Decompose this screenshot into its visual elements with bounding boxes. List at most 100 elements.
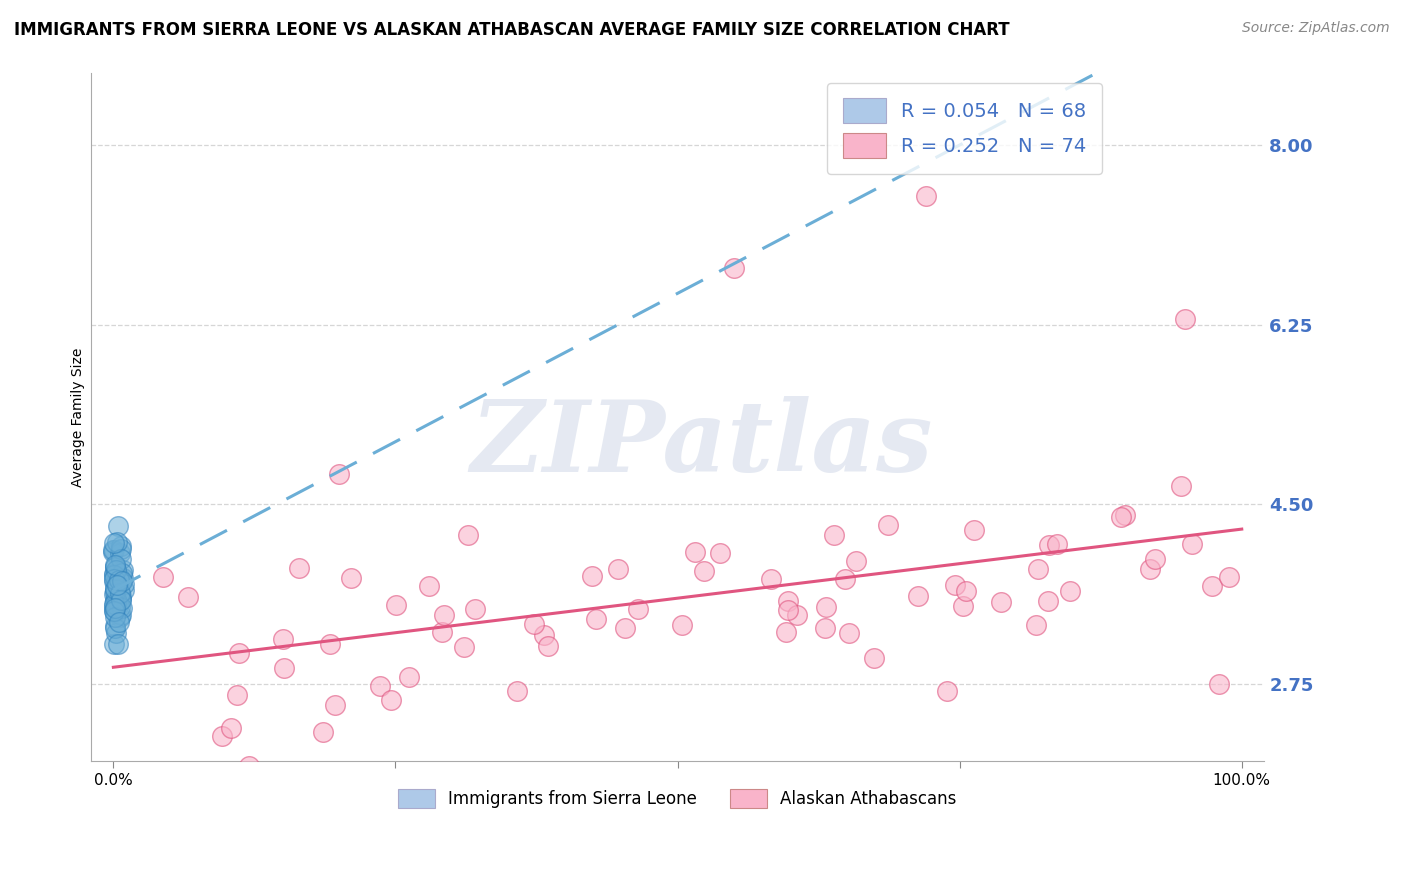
- Point: [104, 563, 127, 577]
- Point: [107, 574, 129, 589]
- Point: [1181, 536, 1204, 550]
- Point: [1026, 562, 1049, 576]
- Point: [104, 570, 127, 584]
- Point: [104, 621, 127, 635]
- Point: [110, 589, 132, 603]
- Point: [104, 598, 127, 612]
- Point: [1059, 583, 1081, 598]
- Point: [110, 591, 132, 606]
- Point: [103, 543, 125, 558]
- Point: [907, 589, 929, 603]
- Point: [319, 637, 342, 651]
- Point: [211, 729, 233, 743]
- Point: [537, 640, 560, 654]
- Point: [457, 528, 479, 542]
- Point: [105, 594, 128, 608]
- Point: [523, 617, 546, 632]
- Point: [103, 572, 125, 586]
- Point: [110, 539, 132, 553]
- Point: [943, 578, 966, 592]
- Point: [834, 572, 856, 586]
- Point: [110, 593, 132, 607]
- Point: [1114, 508, 1136, 523]
- Text: Source: ZipAtlas.com: Source: ZipAtlas.com: [1241, 21, 1389, 35]
- Point: [433, 608, 456, 623]
- Point: [1025, 617, 1047, 632]
- Point: [1174, 312, 1197, 326]
- Point: [1139, 562, 1161, 576]
- Point: [380, 693, 402, 707]
- Point: [823, 527, 845, 541]
- Point: [585, 612, 607, 626]
- Point: [533, 627, 555, 641]
- Point: [105, 564, 128, 578]
- Point: [228, 646, 250, 660]
- Point: [1109, 510, 1132, 524]
- Point: [1046, 537, 1069, 551]
- Point: [418, 579, 440, 593]
- Legend: Immigrants from Sierra Leone, Alaskan Athabascans: Immigrants from Sierra Leone, Alaskan At…: [392, 782, 963, 814]
- Point: [103, 604, 125, 618]
- Text: IMMIGRANTS FROM SIERRA LEONE VS ALASKAN ATHABASCAN AVERAGE FAMILY SIZE CORRELATI: IMMIGRANTS FROM SIERRA LEONE VS ALASKAN …: [14, 21, 1010, 38]
- Point: [775, 625, 797, 640]
- Point: [104, 593, 127, 607]
- Point: [110, 541, 132, 556]
- Point: [1170, 479, 1192, 493]
- Point: [238, 759, 260, 773]
- Point: [311, 725, 333, 739]
- Point: [103, 574, 125, 588]
- Point: [723, 261, 745, 276]
- Point: [104, 581, 127, 595]
- Point: [105, 591, 128, 605]
- Point: [107, 598, 129, 612]
- Point: [103, 603, 125, 617]
- Point: [110, 552, 132, 566]
- Point: [1208, 677, 1230, 691]
- Point: [273, 661, 295, 675]
- Point: [111, 574, 134, 589]
- Text: ZIPatlas: ZIPatlas: [470, 396, 932, 492]
- Point: [368, 679, 391, 693]
- Point: [814, 600, 837, 615]
- Point: [759, 572, 782, 586]
- Point: [607, 562, 630, 576]
- Point: [398, 669, 420, 683]
- Point: [110, 546, 132, 560]
- Point: [271, 632, 294, 647]
- Point: [384, 598, 406, 612]
- Point: [683, 545, 706, 559]
- Point: [108, 585, 131, 599]
- Point: [152, 570, 174, 584]
- Point: [1143, 552, 1166, 566]
- Point: [464, 602, 486, 616]
- Point: [955, 584, 977, 599]
- Point: [105, 576, 128, 591]
- Point: [103, 535, 125, 549]
- Point: [935, 683, 957, 698]
- Point: [103, 566, 125, 581]
- Point: [103, 599, 125, 614]
- Point: [323, 698, 346, 713]
- Point: [107, 519, 129, 533]
- Point: [103, 637, 125, 651]
- Point: [581, 569, 603, 583]
- Point: [110, 607, 132, 622]
- Point: [105, 582, 128, 596]
- Point: [104, 560, 127, 574]
- Point: [453, 640, 475, 655]
- Point: [103, 560, 125, 574]
- Point: [103, 585, 125, 599]
- Point: [104, 591, 127, 605]
- Point: [103, 586, 125, 600]
- Point: [112, 576, 135, 591]
- Point: [990, 595, 1012, 609]
- Point: [107, 574, 129, 588]
- Point: [914, 189, 936, 203]
- Point: [693, 564, 716, 578]
- Point: [506, 684, 529, 698]
- Point: [103, 610, 125, 624]
- Point: [219, 721, 242, 735]
- Point: [104, 605, 127, 619]
- Point: [103, 543, 125, 558]
- Point: [103, 545, 125, 559]
